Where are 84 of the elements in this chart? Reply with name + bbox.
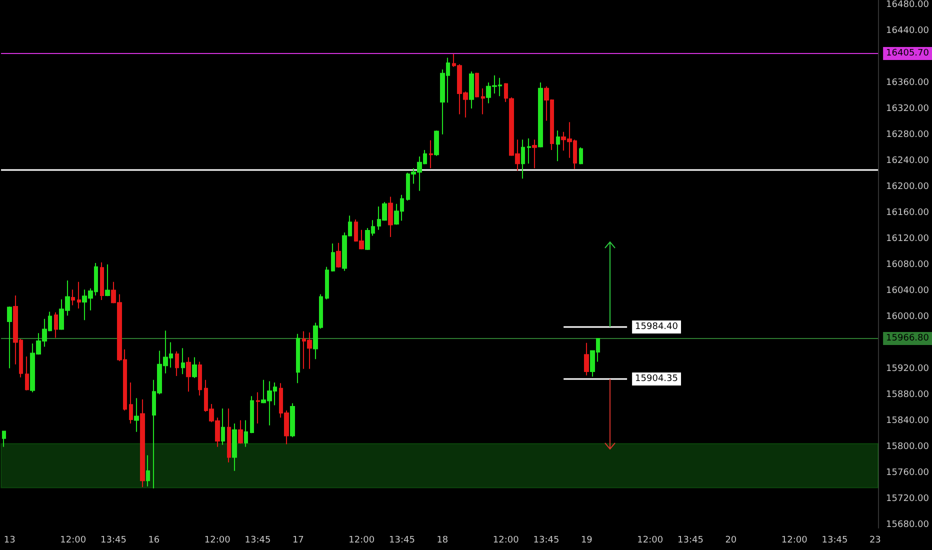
candlestick (336, 242, 341, 268)
candlestick (325, 266, 329, 300)
x-tick-label: 12:00 (492, 536, 520, 546)
candlestick (181, 348, 185, 375)
x-tick-label: 20 (725, 536, 737, 546)
x-tick-label: 23 (869, 536, 881, 546)
x-tick-label: 13 (4, 536, 16, 546)
candlestick (584, 342, 589, 376)
candlestick (232, 422, 237, 472)
y-tick-label: 15720.00 (886, 494, 930, 504)
candlestick (481, 88, 485, 115)
candlestick (475, 72, 479, 98)
candlestick (221, 408, 225, 446)
x-tick-label: 13:45 (822, 536, 848, 546)
candlestick (105, 264, 110, 297)
candlestick (7, 306, 12, 369)
x-tick-label: 13:45 (533, 536, 560, 546)
y-tick-label: 16040.00 (886, 286, 930, 296)
y-tick-label: 15760.00 (886, 468, 930, 478)
y-tick-label: 16000.00 (886, 312, 930, 322)
x-tick-label: 13:45 (678, 536, 704, 546)
x-tick-label: 18 (436, 536, 448, 546)
y-tick-label: 15920.00 (886, 364, 930, 374)
candlestick (469, 70, 474, 109)
y-tick-label: 16320.00 (886, 104, 930, 114)
candlestick (129, 382, 133, 424)
candlestick (2, 430, 6, 448)
ref-line-label: 16405.70 (886, 48, 930, 58)
y-tick-label: 15800.00 (886, 442, 930, 452)
y-tick-label: 16440.00 (886, 26, 930, 36)
candlestick (54, 312, 58, 338)
candlestick (227, 408, 231, 463)
candlestick (556, 130, 560, 162)
y-tick-label: 16160.00 (886, 208, 930, 218)
candlestick (250, 396, 254, 434)
candlestick (186, 356, 191, 392)
candlestick (140, 398, 145, 488)
candlestick (521, 139, 525, 180)
y-tick-label: 16120.00 (886, 234, 930, 244)
candlestick (100, 262, 104, 301)
y-tick-label: 15880.00 (886, 390, 930, 400)
candlestick (77, 281, 81, 309)
candlestick (192, 356, 197, 378)
candlestick (532, 139, 537, 169)
x-tick-label: 12:00 (637, 536, 664, 546)
candlestick (244, 420, 248, 448)
y-tick-label: 16240.00 (886, 156, 930, 166)
candlestick (134, 398, 139, 432)
candlestick (25, 356, 29, 391)
candlestick (198, 361, 202, 396)
candlestick (579, 146, 583, 165)
x-tick-label: 17 (292, 536, 304, 546)
x-tick-label: 12:00 (781, 536, 808, 546)
ref-line-label: 15966.80 (886, 333, 930, 344)
y-tick-label: 16480.00 (886, 0, 930, 10)
y-tick-label: 16200.00 (886, 182, 930, 192)
candlestick (256, 392, 260, 424)
x-tick-label: 12:00 (348, 536, 375, 546)
x-tick-label: 12:00 (204, 536, 231, 546)
x-tick-label: 12:00 (60, 536, 86, 546)
candlestick (238, 420, 243, 444)
candlestick (388, 196, 393, 238)
y-tick-label: 15840.00 (886, 416, 930, 426)
candlestick (175, 350, 179, 377)
y-tick-label: 16280.00 (886, 130, 930, 140)
x-tick-label: 19 (580, 536, 593, 546)
y-tick-label: 16360.00 (886, 78, 930, 88)
candlestick (290, 402, 295, 438)
candlestick (434, 130, 439, 156)
x-tick-label: 13:45 (389, 536, 415, 546)
candlestick (527, 138, 531, 164)
ref-line-label: 15984.40 (635, 322, 678, 332)
candlestick (296, 333, 300, 384)
ref-line-label: 15904.35 (635, 374, 678, 384)
x-tick-label: 13:45 (100, 536, 126, 546)
x-tick-label: 16 (148, 536, 160, 546)
candlestick (538, 82, 543, 148)
candlestick (71, 289, 75, 306)
x-tick-label: 13:45 (244, 536, 271, 546)
y-tick-label: 16080.00 (886, 260, 930, 270)
candlestick (146, 454, 150, 487)
candlestick (331, 243, 335, 272)
y-tick-label: 15680.00 (886, 520, 930, 530)
candlestick (429, 140, 433, 169)
